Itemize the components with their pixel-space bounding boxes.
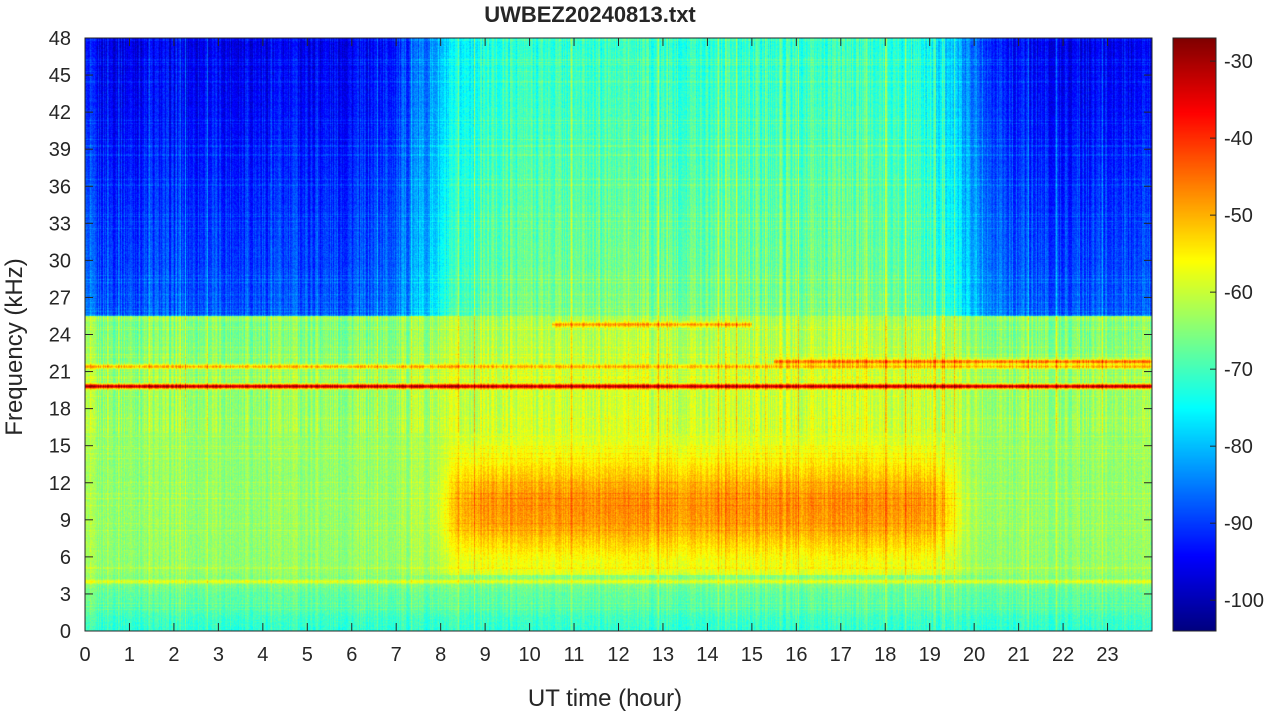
colorbar-gradient bbox=[1173, 38, 1216, 631]
x-tick-label: 16 bbox=[785, 644, 807, 666]
colorbar-tick-label: -50 bbox=[1224, 205, 1253, 227]
x-tick-label: 21 bbox=[1008, 644, 1030, 666]
plot-frame bbox=[84, 37, 1153, 632]
y-tick-label: 33 bbox=[49, 213, 71, 235]
x-tick-label: 2 bbox=[168, 644, 179, 666]
y-tick-label: 39 bbox=[49, 139, 71, 161]
y-tick-label: 15 bbox=[49, 436, 71, 458]
colorbar-tick-label: -90 bbox=[1224, 513, 1253, 535]
y-tick-label: 3 bbox=[60, 584, 71, 606]
colorbar-tick-label: -100 bbox=[1224, 590, 1264, 612]
x-tick-label: 3 bbox=[213, 644, 224, 666]
x-tick-label: 6 bbox=[346, 644, 357, 666]
x-tick-label: 20 bbox=[963, 644, 985, 666]
x-tick-label: 1 bbox=[124, 644, 135, 666]
x-tick-label: 4 bbox=[257, 644, 268, 666]
x-axis: 0 1 2 3 4 5 6 7 8 9 10 11 12 13 14 15 16 17 18 19 20 21 22 23 bbox=[79, 38, 1119, 666]
y-axis-label: Frequency (kHz) bbox=[1, 258, 28, 435]
x-tick-label: 9 bbox=[480, 644, 491, 666]
chart-title: UWBEZ20240813.txt bbox=[484, 2, 696, 27]
colorbar-axis: -30 -40 -50 -60 -70 -80 -90 -100 bbox=[1210, 51, 1264, 612]
x-tick-label: 7 bbox=[391, 644, 402, 666]
x-tick-label: 19 bbox=[919, 644, 941, 666]
colorbar-tick-label: -80 bbox=[1224, 436, 1253, 458]
x-tick-label: 10 bbox=[518, 644, 540, 666]
y-tick-label: 12 bbox=[49, 473, 71, 495]
y-tick-label: 36 bbox=[49, 176, 71, 198]
x-tick-label: 5 bbox=[302, 644, 313, 666]
y-tick-label: 9 bbox=[60, 510, 71, 532]
x-tick-label: 23 bbox=[1096, 644, 1118, 666]
y-tick-label: 21 bbox=[49, 362, 71, 384]
colorbar-frame bbox=[1172, 37, 1217, 632]
x-tick-label: 8 bbox=[435, 644, 446, 666]
colorbar-tick-label: -60 bbox=[1224, 282, 1253, 304]
y-tick-label: 0 bbox=[60, 621, 71, 643]
x-tick-label: 22 bbox=[1052, 644, 1074, 666]
colorbar-tick-label: -30 bbox=[1224, 51, 1253, 73]
y-tick-label: 42 bbox=[49, 102, 71, 124]
y-tick-label: 6 bbox=[60, 547, 71, 569]
y-tick-label: 30 bbox=[49, 250, 71, 272]
x-tick-label: 12 bbox=[607, 644, 629, 666]
y-tick-label: 24 bbox=[49, 325, 71, 347]
y-tick-label: 27 bbox=[49, 287, 71, 309]
x-tick-label: 14 bbox=[696, 644, 718, 666]
y-tick-label: 18 bbox=[49, 399, 71, 421]
y-tick-label: 48 bbox=[49, 28, 71, 50]
x-tick-label: 0 bbox=[79, 644, 90, 666]
x-tick-label: 15 bbox=[741, 644, 763, 666]
x-tick-label: 17 bbox=[830, 644, 852, 666]
colorbar-tick-label: -70 bbox=[1224, 359, 1253, 381]
x-tick-label: 11 bbox=[564, 644, 585, 666]
x-axis-label: UT time (hour) bbox=[528, 685, 682, 712]
colorbar-tick-label: -40 bbox=[1224, 128, 1253, 150]
y-tick-label: 45 bbox=[49, 65, 71, 87]
x-tick-label: 13 bbox=[652, 644, 674, 666]
spectrogram-image bbox=[85, 38, 1152, 631]
x-tick-label: 18 bbox=[874, 644, 896, 666]
